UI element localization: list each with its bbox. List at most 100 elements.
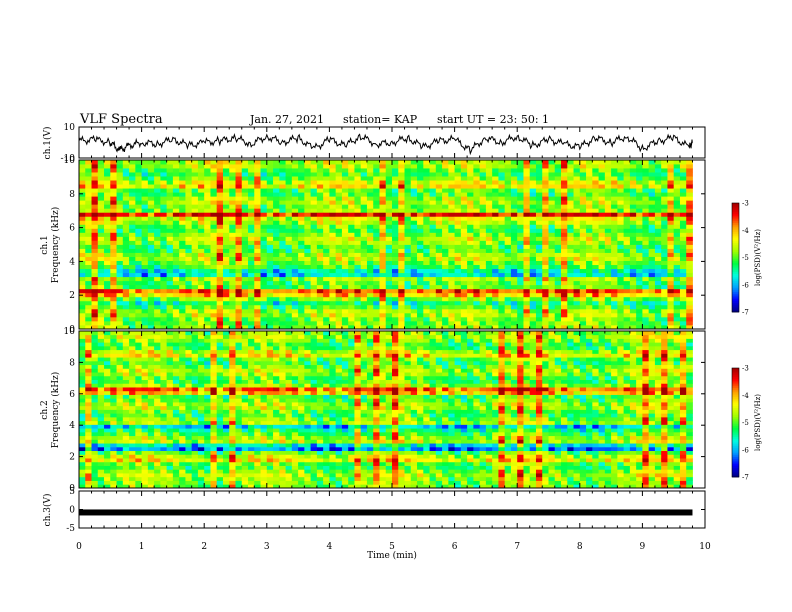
ch1-spectrogram-cell [479, 280, 487, 286]
ch1-spectrogram-cell [567, 260, 574, 266]
ch2-spectrogram-cell [122, 331, 130, 336]
ch1-spectrogram-cell [260, 276, 268, 282]
ch1-spectrogram-cell [160, 236, 168, 241]
ch1-spectrogram-cell [404, 276, 412, 282]
ch1-spectrogram-cell [661, 168, 668, 173]
ch1-spectrogram-cell [510, 160, 518, 165]
ch1-spectrogram-cell [586, 184, 593, 189]
ch2-spectrogram-cell [141, 435, 149, 440]
ch1-spectrogram-cell [266, 176, 274, 181]
ch1-spectrogram-cell [185, 308, 193, 314]
ch1-spectrogram-cell [141, 204, 149, 209]
ch1-spectrogram-cell [629, 192, 637, 197]
ch1-spectrogram-cell [260, 228, 268, 233]
ch1-spectrogram-cell [341, 244, 349, 249]
ch1-spectrogram-cell [329, 204, 337, 209]
ch2-spectrogram-cell [85, 484, 92, 489]
ch1-spectrogram-cell [191, 228, 199, 233]
ch1-spectrogram-cell [348, 300, 355, 306]
ch1-spectrogram-cell [554, 180, 562, 185]
ch1-spectrogram-cell [366, 320, 374, 326]
ch1-spectrogram-cell [241, 268, 249, 274]
ch1-spectrogram-cell [385, 196, 393, 201]
ch1-spectrogram-cell [485, 172, 493, 177]
ch1-spectrogram-cell [222, 192, 230, 197]
ch1-spectrogram-cell [385, 228, 393, 233]
ch1-spectrogram-cell [510, 252, 518, 257]
ch1-spectrogram-cell [467, 224, 474, 229]
ch2-spectrogram-cell [191, 439, 199, 444]
ch1-spectrogram-cell [323, 272, 330, 278]
ch1-spectrogram-cell [498, 292, 506, 298]
ch1-spectrogram-cell [554, 192, 562, 197]
ch1-spectrogram-cell [348, 324, 355, 330]
ch1-spectrogram-cell [147, 244, 155, 249]
ch1-spectrogram-cell [598, 188, 606, 193]
ch1-spectrogram-cell [673, 272, 681, 278]
ch1-spectrogram-cell [160, 288, 168, 294]
ch1-spectrogram-cell [310, 184, 318, 189]
ch1-spectrogram-cell [686, 232, 693, 237]
ch1-spectrogram-cell [686, 292, 693, 298]
ch1-spectrogram-cell [235, 292, 243, 298]
ch1-spectrogram-cell [592, 168, 599, 173]
ch1-spectrogram-cell [598, 272, 606, 278]
ch2-spectrogram-cell [110, 469, 117, 474]
ch2-spectrogram-cell [160, 413, 168, 418]
ch1-spectrogram-cell [617, 228, 625, 233]
ch1-spectrogram-cell [561, 232, 568, 237]
ch1-spectrogram-cell [535, 224, 543, 229]
ch1-spectrogram-cell [291, 188, 299, 193]
ch1-spectrogram-cell [573, 232, 581, 237]
ch2-spectrogram-cell [147, 465, 155, 470]
ch2-spectrogram-cell [191, 424, 199, 429]
ch2-spectrogram-cell [129, 450, 136, 455]
ch1-spectrogram-cell [592, 284, 599, 290]
ch2-spectrogram-cell [147, 443, 155, 448]
ch1-spectrogram-cell [435, 260, 443, 266]
ch1-spectrogram-cell [467, 228, 474, 233]
ch1-spectrogram-cell [423, 316, 430, 322]
ch1-spectrogram-cell [586, 304, 593, 310]
ch1-spectrogram-cell [248, 224, 255, 229]
ch1-spectrogram-cell [429, 296, 437, 302]
ch2-spectrogram-cell [160, 416, 168, 422]
ch1-spectrogram-cell [617, 164, 625, 169]
ch1-spectrogram-cell [667, 268, 675, 274]
ch1-colorbar-gradient-step [732, 284, 739, 287]
ch1-spectrogram-cell [91, 240, 99, 245]
ch1-spectrogram-cell [529, 292, 537, 298]
ch1-spectrogram-cell [460, 308, 468, 314]
ch1-spectrogram-cell [467, 292, 474, 298]
ch1-spectrogram-cell [373, 200, 380, 205]
ch1-spectrogram-cell [492, 224, 499, 229]
ch1-spectrogram-cell [85, 292, 92, 298]
ch1-spectrogram-cell [448, 220, 455, 225]
ch2-spectrogram-cell [191, 484, 199, 489]
ch2-spectrogram-cell [122, 454, 130, 459]
ch1-spectrogram-cell [448, 160, 455, 165]
ch1-spectrogram-cell [141, 224, 149, 229]
ch1-spectrogram-cell [354, 212, 362, 217]
ch1-spectrogram-cell [141, 296, 149, 302]
ch1-spectrogram-cell [604, 308, 612, 314]
ch1-spectrogram-cell [179, 300, 186, 306]
ch1-spectrogram-cell [442, 272, 449, 278]
ch1-spectrogram-cell [429, 284, 437, 290]
ch2-spectrogram-cell [179, 461, 186, 466]
figure-title: VLF Spectra [79, 112, 163, 127]
ch2-spectrogram-cell [141, 379, 149, 384]
ch1-spectrogram-cell [573, 272, 581, 278]
ch1-spectrogram-cell [535, 236, 543, 241]
ch1-spectrogram-cell [129, 228, 136, 233]
ch2-spectrogram-cell [122, 439, 130, 444]
ch1-spectrogram-cell [554, 264, 562, 270]
ch1-spectrogram-cell [561, 296, 568, 302]
ch1-spectrogram-cell [435, 200, 443, 205]
ch1-spectrogram-cell [147, 272, 155, 278]
ch2-spectrogram-cell [104, 480, 111, 485]
ch2-spectrogram-cell [110, 372, 117, 377]
ch1-spectrogram-cell [623, 188, 631, 193]
ch1-spectrogram-cell [141, 172, 149, 177]
